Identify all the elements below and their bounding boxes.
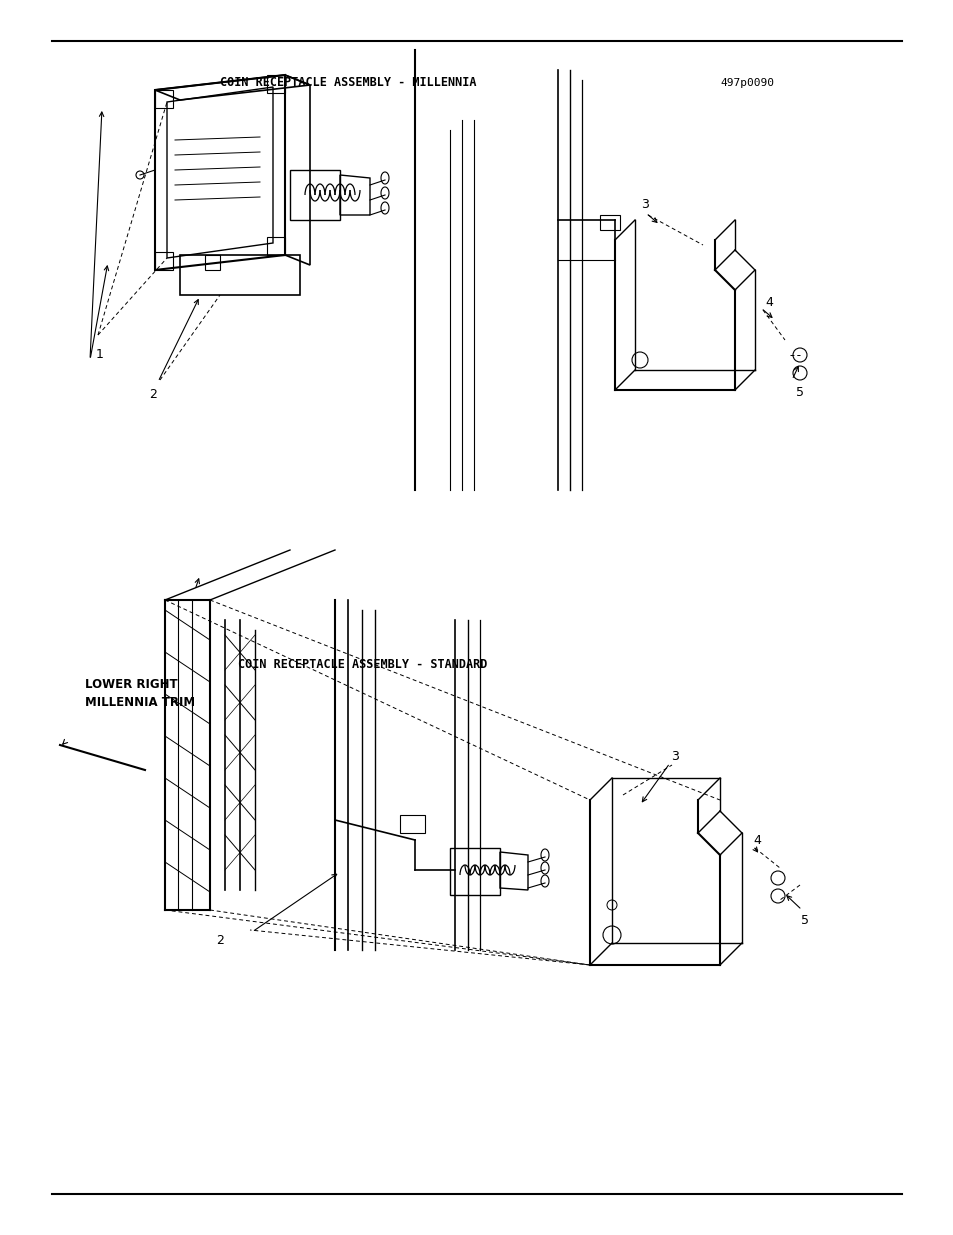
Bar <box>599 215 619 230</box>
Text: MILLENNIA TRIM: MILLENNIA TRIM <box>85 697 195 709</box>
Text: COIN RECEPTACLE ASSEMBLY - MILLENNIA: COIN RECEPTACLE ASSEMBLY - MILLENNIA <box>220 77 476 89</box>
Text: 3: 3 <box>670 750 679 762</box>
Text: 497p0090: 497p0090 <box>720 78 774 88</box>
Text: LOWER RIGHT: LOWER RIGHT <box>85 678 177 692</box>
Text: 3: 3 <box>640 199 648 211</box>
Bar <box>399 815 424 832</box>
Text: COIN RECEPTACLE ASSEMBLY - STANDARD: COIN RECEPTACLE ASSEMBLY - STANDARD <box>237 657 487 671</box>
Text: 2: 2 <box>149 389 157 401</box>
Text: 5: 5 <box>795 385 803 399</box>
Text: 4: 4 <box>764 296 772 310</box>
Text: 5: 5 <box>801 914 808 926</box>
Text: 1: 1 <box>96 348 104 362</box>
Text: 4: 4 <box>752 834 760 846</box>
Text: 2: 2 <box>215 934 224 946</box>
